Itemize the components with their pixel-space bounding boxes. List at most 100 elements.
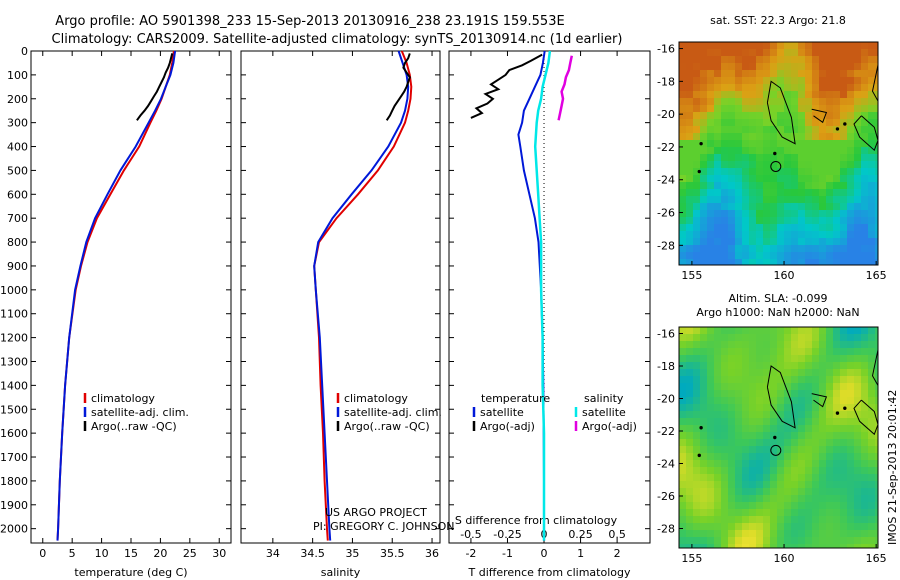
x-tick-label: 160 bbox=[774, 552, 795, 565]
y-tick-label: -26 bbox=[657, 207, 675, 220]
x-tick-label: 35 bbox=[345, 547, 359, 560]
series-line-climatology bbox=[313, 50, 413, 541]
temperature-panel: 0100200300400500600700800900100011001200… bbox=[0, 45, 232, 579]
map-frame bbox=[678, 41, 879, 266]
title-line-2: Climatology: CARS2009. Satellite-adjuste… bbox=[52, 32, 623, 47]
argo-position-marker bbox=[770, 444, 782, 456]
y-tick-label: -16 bbox=[657, 43, 675, 56]
y-tick-label: 1700 bbox=[0, 451, 28, 464]
s-tick-label: -0.25 bbox=[493, 528, 521, 541]
y-tick-label: 1600 bbox=[0, 427, 28, 440]
s-tick-label: 0.25 bbox=[568, 528, 593, 541]
x-axis-label: T difference from climatology bbox=[468, 566, 631, 579]
s-tick-label: -0.5 bbox=[460, 528, 481, 541]
series-line-satellite bbox=[313, 50, 410, 541]
y-tick-label: 100 bbox=[7, 69, 28, 82]
y-tick-label: 600 bbox=[7, 188, 28, 201]
legend-label: satellite-adj. clim. bbox=[344, 406, 442, 419]
y-tick-label: -28 bbox=[657, 523, 675, 536]
project-label: US ARGO PROJECT bbox=[325, 506, 427, 519]
y-tick-label: 1400 bbox=[0, 379, 28, 392]
legend-label: satellite bbox=[582, 406, 626, 419]
y-tick-label: 700 bbox=[7, 212, 28, 225]
y-tick-label: 2000 bbox=[0, 523, 28, 536]
argo-position-marker bbox=[770, 160, 782, 172]
y-tick-label: 1000 bbox=[0, 284, 28, 297]
series-line-sal-satellite bbox=[533, 50, 552, 541]
legend-label: Argo(-adj) bbox=[582, 420, 637, 433]
pi-label: PI: GREGORY C. JOHNSON bbox=[313, 520, 454, 533]
legend-header: temperature bbox=[481, 392, 550, 405]
y-tick-label: -22 bbox=[657, 141, 675, 154]
x-tick-label: 34 bbox=[266, 547, 280, 560]
legend-label: Argo(..raw -QC) bbox=[344, 420, 430, 433]
s-tick-label: 0.5 bbox=[608, 528, 626, 541]
y-tick-label: 200 bbox=[7, 93, 28, 106]
series-line-satellite bbox=[56, 50, 177, 541]
y-tick-label: -18 bbox=[657, 75, 675, 88]
sla-map-title-1: Altim. SLA: -0.099 bbox=[728, 292, 827, 305]
y-tick-label: 1800 bbox=[0, 475, 28, 488]
y-tick-label: 0 bbox=[21, 45, 28, 58]
map-frame bbox=[678, 326, 879, 549]
legend-label: satellite bbox=[480, 406, 524, 419]
y-tick-label: 1200 bbox=[0, 332, 28, 345]
y-tick-label: 300 bbox=[7, 117, 28, 130]
salinity-axes bbox=[240, 50, 441, 544]
legend-label: climatology bbox=[91, 392, 155, 405]
sla-map-title-2: Argo h1000: NaN h2000: NaN bbox=[696, 306, 859, 319]
y-tick-label: -24 bbox=[657, 458, 675, 471]
x-tick-label: 20 bbox=[153, 547, 167, 560]
sst-map-panel: -16 -18 -20 -22 -24 -26 -28 155 160 165 sat. SST: … bbox=[657, 14, 887, 282]
title-line-1: Argo profile: AO 5901398_233 15-Sep-2013… bbox=[55, 14, 564, 29]
series-line-sal-argo bbox=[557, 55, 574, 121]
sla-map-panel: -16 -18 -20 -22 -24 -26 -28 155 160 165 Altim. SLA… bbox=[657, 292, 887, 565]
y-tick-label: -20 bbox=[657, 108, 675, 121]
legend-header: salinity bbox=[584, 392, 624, 405]
legend-label: Argo(..raw -QC) bbox=[91, 420, 177, 433]
y-tick-label: -26 bbox=[657, 490, 675, 503]
y-tick-label: -20 bbox=[657, 393, 675, 406]
x-tick-label: 155 bbox=[681, 269, 702, 282]
legend-label: climatology bbox=[344, 392, 408, 405]
legend-label: Argo(-adj) bbox=[480, 420, 535, 433]
x-tick-label: 165 bbox=[866, 269, 887, 282]
difference-panel: -2 -1 0 1 2-0.5 -0.25 0 0.25 0.5S difference fro… bbox=[448, 50, 651, 579]
x-axis-label: salinity bbox=[321, 566, 361, 579]
y-tick-label: 1500 bbox=[0, 403, 28, 416]
y-tick-label: -22 bbox=[657, 425, 675, 438]
salinity-panel: 34 34.5 35 35.5 36 salinity climatologysatelli… bbox=[240, 50, 442, 579]
timestamp-label: IMOS 21-Sep-2013 20:01:42 bbox=[886, 390, 899, 545]
x-tick-label: 1 bbox=[577, 547, 584, 560]
x-tick-label: 0 bbox=[39, 547, 46, 560]
y-tick-label: -16 bbox=[657, 328, 675, 341]
x-tick-label: 34.5 bbox=[300, 547, 325, 560]
x-tick-label: 155 bbox=[681, 552, 702, 565]
coastline bbox=[697, 64, 879, 174]
legend-label: satellite-adj. clim. bbox=[91, 406, 189, 419]
y-tick-label: -28 bbox=[657, 239, 675, 252]
x-tick-label: 30 bbox=[212, 547, 226, 560]
x-tick-label: 10 bbox=[95, 547, 109, 560]
difference-axes bbox=[448, 50, 651, 544]
x-tick-label: 0 bbox=[541, 547, 548, 560]
y-tick-label: 1900 bbox=[0, 499, 28, 512]
sst-map-title: sat. SST: 22.3 Argo: 21.8 bbox=[710, 14, 846, 27]
y-tick-label: 1300 bbox=[0, 355, 28, 368]
series-line-argo bbox=[136, 53, 174, 121]
series-line-argo bbox=[385, 53, 411, 121]
x-tick-label: 35.5 bbox=[380, 547, 405, 560]
y-tick-label: 500 bbox=[7, 164, 28, 177]
y-tick-label: 900 bbox=[7, 260, 28, 273]
series-line-temp-argo bbox=[470, 53, 543, 119]
x-tick-label: 5 bbox=[69, 547, 76, 560]
x-tick-label: 15 bbox=[124, 547, 138, 560]
y-tick-label: -24 bbox=[657, 174, 675, 187]
x-tick-label: -1 bbox=[502, 547, 513, 560]
y-tick-label: 1100 bbox=[0, 308, 28, 321]
y-tick-label: -18 bbox=[657, 360, 675, 373]
coastline bbox=[697, 349, 879, 458]
x-axis-label: temperature (deg C) bbox=[74, 566, 187, 579]
y-tick-label: 800 bbox=[7, 236, 28, 249]
x-tick-label: 36 bbox=[425, 547, 439, 560]
